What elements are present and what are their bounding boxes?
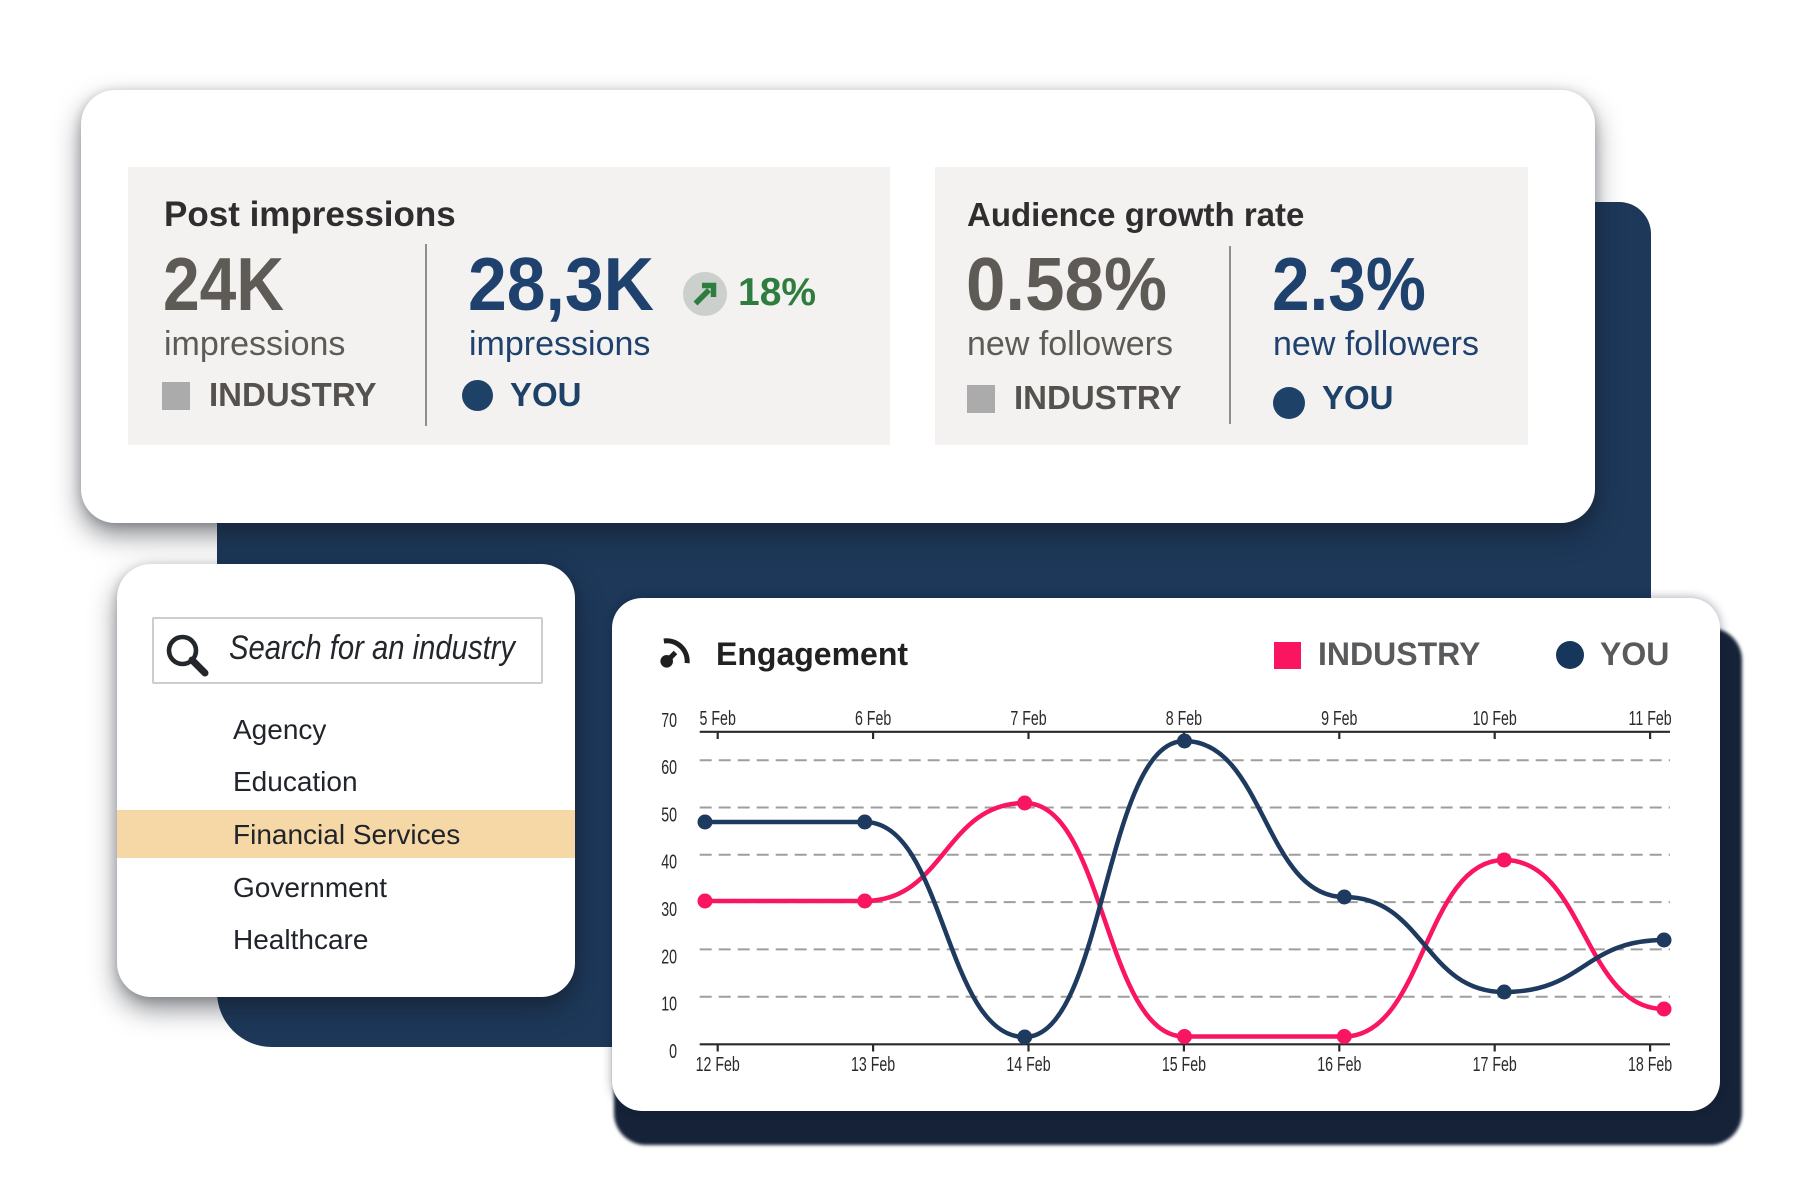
svg-text:11 Feb: 11 Feb xyxy=(1629,707,1672,730)
svg-text:18 Feb: 18 Feb xyxy=(1628,1053,1672,1076)
svg-text:10 Feb: 10 Feb xyxy=(1473,707,1517,730)
svg-text:17 Feb: 17 Feb xyxy=(1473,1053,1517,1076)
svg-text:7 Feb: 7 Feb xyxy=(1010,707,1046,730)
svg-text:15 Feb: 15 Feb xyxy=(1162,1053,1206,1076)
svg-text:50: 50 xyxy=(661,803,677,826)
svg-text:6 Feb: 6 Feb xyxy=(855,707,891,730)
svg-text:8 Feb: 8 Feb xyxy=(1166,707,1202,730)
svg-text:10: 10 xyxy=(661,992,677,1015)
svg-text:9 Feb: 9 Feb xyxy=(1321,707,1357,730)
svg-text:14 Feb: 14 Feb xyxy=(1006,1053,1050,1076)
svg-text:60: 60 xyxy=(661,756,677,779)
svg-text:12 Feb: 12 Feb xyxy=(696,1053,740,1076)
svg-text:20: 20 xyxy=(661,945,677,968)
svg-text:30: 30 xyxy=(661,898,677,921)
svg-text:0: 0 xyxy=(669,1039,677,1062)
svg-text:70: 70 xyxy=(661,708,677,731)
svg-text:13 Feb: 13 Feb xyxy=(851,1053,895,1076)
svg-text:5 Feb: 5 Feb xyxy=(700,707,736,730)
svg-text:40: 40 xyxy=(661,850,677,873)
svg-text:16 Feb: 16 Feb xyxy=(1317,1053,1361,1076)
